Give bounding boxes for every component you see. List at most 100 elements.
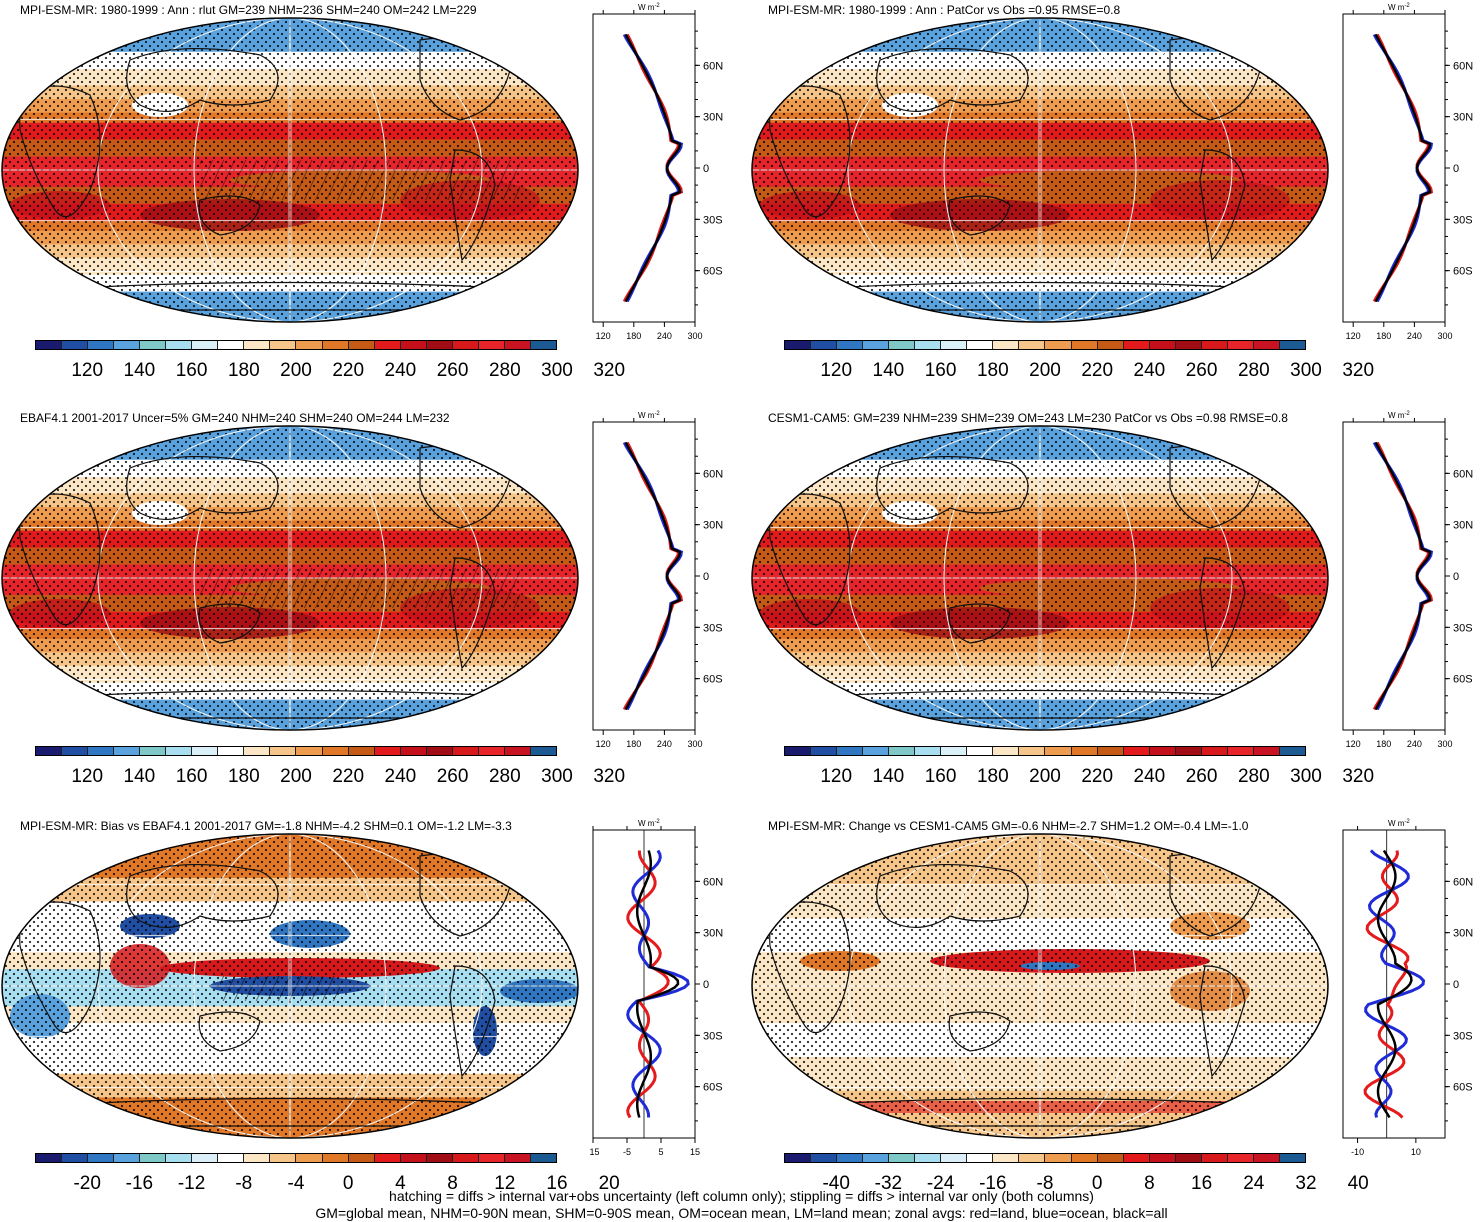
colorbar-swatch [373,341,400,349]
colorbar-swatch [1070,747,1097,755]
colorbar-swatch [399,1154,426,1162]
colorbar-tick-label: 300 [541,360,573,381]
zonal-unit-label: W m-2 [638,411,660,420]
footer-line-2: GM=global mean, NHM=0-90N mean, SHM=0-90… [315,1205,1168,1221]
colorbar-swatch [1226,1154,1253,1162]
zonal-lat-tick: 60N [703,876,723,888]
colorbar-swatch [139,341,166,349]
panel-title: MPI-ESM-MR: 1980-1999 : Ann : PatCor vs … [768,3,1121,17]
zonal-lat-tick: 30N [1453,520,1473,532]
colorbar-swatch [191,341,218,349]
colorbar [784,746,1306,756]
zonal-unit-label: W m-2 [1388,3,1410,12]
colorbar-swatch [191,747,218,755]
colorbar-swatch [503,747,530,755]
colorbar-swatch [321,747,348,755]
colorbar-swatch [1200,747,1227,755]
colorbar-tick-label: 40 [1347,1173,1369,1194]
colorbar-swatch [862,341,889,349]
colorbar-swatch [295,1154,322,1162]
zonal-unit-label: W m-2 [638,3,660,12]
colorbar-swatch [966,747,993,755]
colorbar-swatch [1174,341,1201,349]
colorbar-swatch [992,1154,1019,1162]
colorbar-tick-label: 180 [227,766,260,787]
zonal-x-tick: 180 [1376,331,1391,341]
colorbar-tick-label: 8 [447,1173,458,1194]
colorbar-swatch [165,341,192,349]
colorbar-swatch [347,1154,374,1162]
zonal-unit-label: W m-2 [1388,411,1410,420]
colorbar-tick-label: 320 [1342,360,1375,381]
colorbar-swatch [785,341,811,349]
zonal-line-all [624,441,682,711]
colorbar-tick-label: 4 [395,1173,406,1194]
colorbar-swatch [321,1154,348,1162]
zonal-x-tick: 300 [1437,739,1452,749]
zonal-profile: W m-2 60N 30N 0 30S 60S 120 180 240 300 [592,411,723,749]
colorbar-tick-label: -32 [874,1173,903,1194]
zonal-line-all [624,33,682,303]
colorbar-tick-label: 320 [1342,766,1375,787]
zonal-lat-tick: 0 [1453,163,1459,175]
colorbar-swatch [139,747,166,755]
panel-title: MPI-ESM-MR: Bias vs EBAF4.1 2001-2017 GM… [20,819,512,833]
zonal-profile: W m-2 60N 30N 0 30S 60S 120 180 240 300 [1342,411,1473,749]
zonal-x-tick: 240 [657,331,672,341]
colorbar-tick-label: 260 [1185,360,1218,381]
zonal-lat-tick: 0 [703,571,709,583]
colorbar-swatch [269,341,296,349]
colorbar-swatch [425,747,452,755]
colorbar [35,746,557,756]
zonal-lat-tick: 30S [703,622,723,634]
colorbar-swatch [191,1154,218,1162]
zonal-lat-tick: 60N [703,60,723,72]
colorbar-tick-label: 200 [1029,766,1061,787]
zonal-lat-tick: 60N [1453,876,1473,888]
robinson-map [1,425,579,731]
footer-line-1: hatching = diffs > internal var+obs unce… [389,1188,1094,1204]
colorbar-swatch [36,341,62,349]
zonal-x-tick: 300 [687,739,702,749]
zonal-line-land [1372,441,1434,711]
colorbar-tick-label: 120 [820,360,853,381]
zonal-lat-tick: 0 [1453,571,1459,583]
colorbar-swatch [940,747,967,755]
colorbar-swatch [425,1154,452,1162]
zonal-line-all [635,850,680,1118]
colorbar-swatch [529,747,556,755]
colorbar-tick-label: 24 [1243,1173,1265,1194]
colorbar-swatch [1252,341,1279,349]
colorbar-swatch [1148,341,1175,349]
colorbar-swatch [1278,1154,1305,1162]
colorbar-swatch [1122,747,1149,755]
colorbar-tick-label: 180 [227,360,260,381]
colorbar-tick-label: 260 [436,360,469,381]
colorbar-swatch [785,747,811,755]
zonal-lat-tick: 30N [1453,928,1473,940]
colorbar-swatch [914,1154,941,1162]
zonal-x-tick: 240 [1407,739,1422,749]
zonal-line-ocean [622,441,684,711]
colorbar-swatch [940,341,967,349]
colorbar-tick-label: 140 [123,766,156,787]
zonal-lat-tick: 30S [1453,1030,1473,1042]
colorbar-swatch [113,1154,140,1162]
zonal-line-all [1376,849,1413,1119]
colorbar-tick-label: 240 [384,360,417,381]
zonal-line-land [1363,850,1410,1119]
colorbar-swatch [1226,747,1253,755]
colorbar-swatch [451,747,478,755]
zonal-x-tick: 10 [1411,1147,1421,1157]
colorbar-tick-label: -24 [926,1173,955,1194]
zonal-x-tick: 240 [657,739,672,749]
zonal-lat-tick: 0 [703,163,709,175]
map-panel-4: CESM1-CAM5: GM=239 NHM=239 SHM=239 OM=24… [750,408,1483,808]
colorbar-swatch [1018,341,1045,349]
colorbar-swatch [888,1154,915,1162]
robinson-map [1,17,579,323]
colorbar-tick-label: 220 [1081,766,1114,787]
zonal-lat-tick: 60S [703,674,723,686]
colorbar-swatch [1122,1154,1149,1162]
colorbar-tick-label: 220 [332,766,365,787]
